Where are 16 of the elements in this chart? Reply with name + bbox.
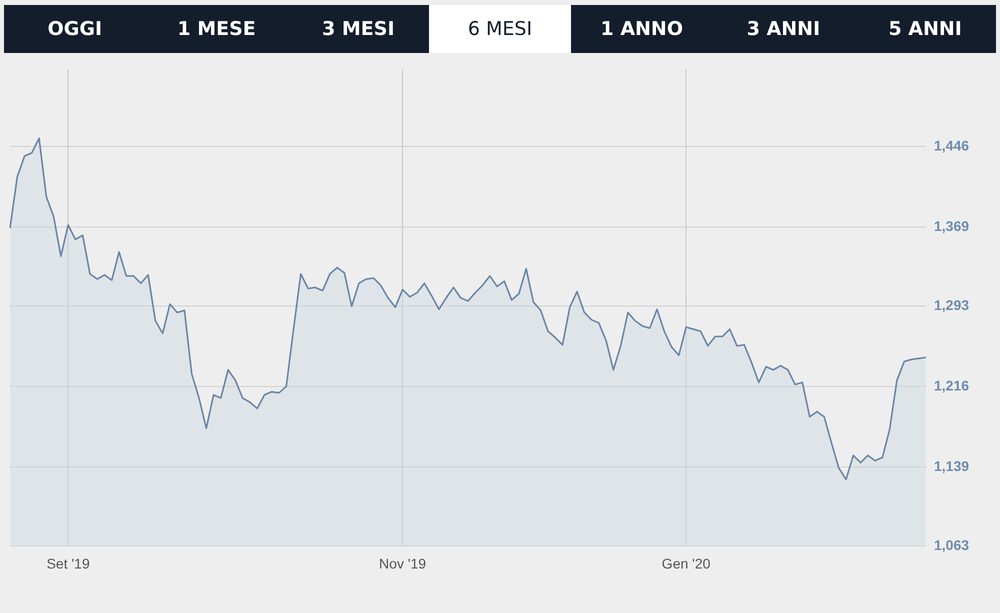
text: 1 ANNO <box>599 17 684 42</box>
x-tick-label: Gen '20 <box>662 555 711 572</box>
y-tick-label: 1,139 <box>934 458 970 474</box>
text: 5 ANNI <box>887 17 963 42</box>
y-tick-label: 1,216 <box>934 377 970 394</box>
x-tick-label: Nov '19 <box>379 555 426 572</box>
y-tick-label: 1,446 <box>934 137 970 154</box>
text: OGGI <box>46 17 104 42</box>
text: 3 MESI <box>321 17 396 42</box>
text: 3 ANNI <box>746 17 822 42</box>
y-tick-label: 1,293 <box>934 297 970 314</box>
x-tick-label: Set '19 <box>46 555 90 572</box>
y-tick-label: 1,369 <box>934 218 970 234</box>
y-tick-label: 1,063 <box>934 537 970 554</box>
text: 6 MESI <box>429 5 571 53</box>
text: 1 MESE <box>176 17 257 42</box>
